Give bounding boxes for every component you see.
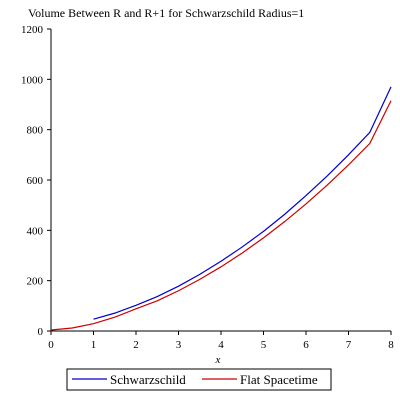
y-tick-label: 0 [38,326,44,338]
series-group [50,86,392,331]
legend-box [66,368,332,391]
y-tick-label: 800 [27,125,44,137]
series-line-flat-spacetime [50,100,392,331]
x-tick-label: 3 [176,339,182,351]
x-tick-label: 1 [91,339,97,351]
x-tick-label: 8 [388,339,394,351]
x-tick-label: 4 [218,339,224,351]
y-tick-label: 1200 [21,24,44,36]
x-tick-label: 0 [48,339,54,351]
x-tick-label: 5 [261,339,267,351]
axes [50,29,391,332]
x-tick-label: 7 [346,339,352,351]
x-axis-label: x [215,354,221,366]
y-tick-label: 400 [27,225,44,237]
x-tick-label: 2 [133,339,139,351]
series-line-schwarzschild [93,86,392,320]
legend-label-schwarzschild: Schwarzschild [110,372,186,387]
y-tick-label: 600 [27,175,44,187]
y-tick-label: 1000 [21,74,44,86]
y-ticks: 0 200 400 600 800 1000 1200 [21,24,51,338]
chart-title: Volume Between R and R+1 for Schwarzschi… [28,6,304,20]
y-tick-label: 200 [27,276,44,288]
x-tick-label: 6 [303,339,309,351]
legend: Schwarzschild Flat Spacetime [66,368,332,391]
legend-label-flat-spacetime: Flat Spacetime [240,372,318,387]
x-ticks: 0 1 2 3 4 5 6 7 8 [48,331,394,351]
